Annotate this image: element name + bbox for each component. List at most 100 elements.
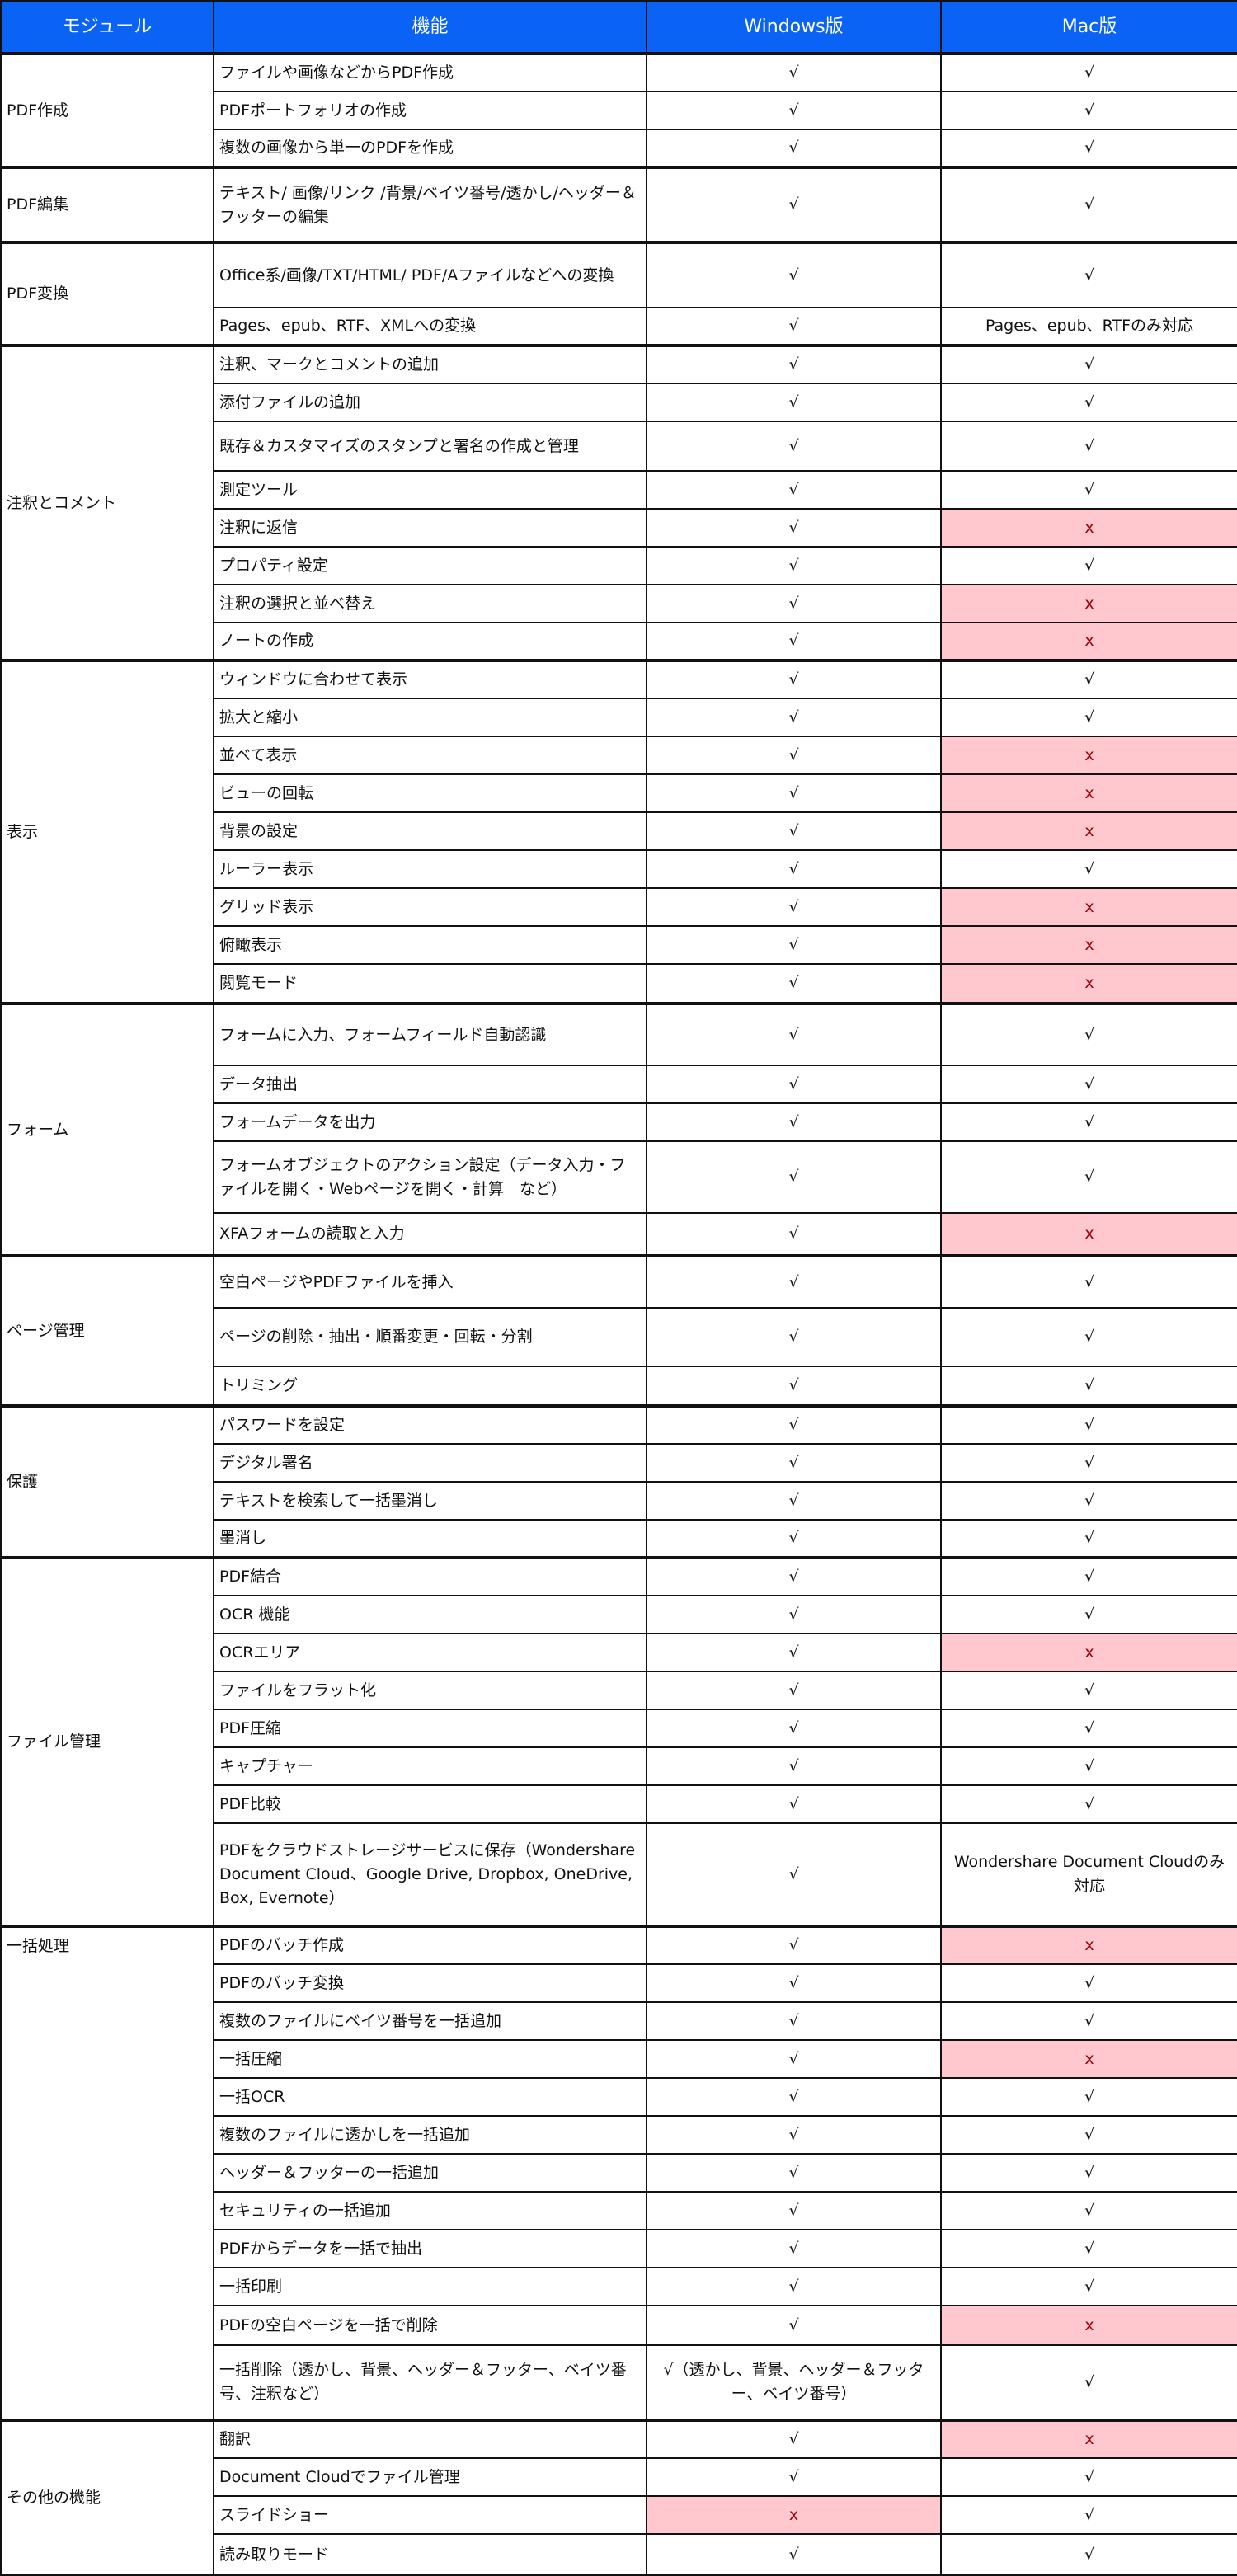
table-row: 複数の画像から単一のPDFを作成 √ √ xyxy=(1,129,1237,168)
mac-support-cell: √ xyxy=(940,2191,1237,2230)
table-row: 既存＆カスタマイズのスタンプと署名の作成と管理 √ √ xyxy=(1,421,1237,472)
table-row: ルーラー表示 √ √ xyxy=(1,849,1237,889)
feature-cell: トリミング xyxy=(213,1366,647,1407)
table-row: 並べて表示 √ x xyxy=(1,736,1237,775)
mac-support-cell: x xyxy=(940,887,1237,927)
header-feature: 機能 xyxy=(213,0,647,54)
table-row: 一括OCR √ √ xyxy=(1,2077,1237,2117)
table-row: ヘッダー＆フッターの一括追加 √ √ xyxy=(1,2153,1237,2193)
mac-support-cell: √ xyxy=(940,383,1237,422)
windows-support-cell: √ xyxy=(646,2153,942,2193)
mac-support-cell: √ xyxy=(940,2344,1237,2421)
mac-support-cell: √ xyxy=(940,1963,1237,2003)
table-row: PDFのバッチ変換 √ √ xyxy=(1,1963,1237,2003)
feature-cell: セキュリティの一括追加 xyxy=(213,2191,647,2230)
table-row: 添付ファイルの追加 √ √ xyxy=(1,383,1237,422)
mac-support-cell: √ xyxy=(940,2533,1237,2576)
windows-support-cell: √ xyxy=(646,2305,942,2346)
windows-support-cell: √ xyxy=(646,470,942,510)
windows-support-cell: √ xyxy=(646,660,942,699)
windows-support-cell: √ xyxy=(646,1557,942,1596)
feature-cell: 一括削除（透かし、背景、ヘッダー＆フッター、ベイツ番号、注釈など） xyxy=(213,2344,647,2421)
mac-support-cell: √ xyxy=(940,660,1237,699)
windows-support-cell: √ xyxy=(646,2039,942,2079)
mac-support-cell: √ xyxy=(940,1481,1237,1521)
mac-support-cell: √ xyxy=(940,1709,1237,1748)
table-row: XFAフォームの読取と入力 √ x xyxy=(1,1212,1237,1257)
mac-support-cell: √ xyxy=(940,2115,1237,2155)
mac-support-cell: x xyxy=(940,622,1237,661)
feature-cell: Office系/画像/TXT/HTML/ PDF/Aファイルなどへの変換 xyxy=(213,242,647,308)
feature-cell: ファイルをフラット化 xyxy=(213,1671,647,1710)
windows-support-cell: √ xyxy=(646,242,942,308)
table-row: 注釈とコメント 注釈、マークとコメントの追加 √ √ xyxy=(0,345,1237,661)
windows-support-cell: √ xyxy=(646,1443,942,1483)
feature-cell: 翻訳 xyxy=(213,2419,647,2459)
mac-support-cell: √ xyxy=(940,1003,1237,1066)
windows-support-cell: √ xyxy=(646,1633,942,1672)
mac-support-cell: √ xyxy=(940,2457,1237,2497)
mac-support-cell: x xyxy=(940,1925,1237,1965)
feature-cell: Document Cloudでファイル管理 xyxy=(213,2457,647,2497)
windows-support-cell: √ xyxy=(646,1405,942,1445)
windows-support-cell: √ xyxy=(646,383,942,422)
windows-support-cell: √ xyxy=(646,1784,942,1824)
feature-cell: 注釈に返信 xyxy=(213,508,647,548)
mac-support-cell: √ xyxy=(940,546,1237,585)
table-row: 複数のファイルに透かしを一括追加 √ √ xyxy=(1,2115,1237,2155)
feature-cell: 拡大と縮小 xyxy=(213,698,647,737)
windows-support-cell: √ xyxy=(646,2533,942,2576)
mac-support-cell: √ xyxy=(940,2495,1237,2535)
table-row: PDF比較 √ √ xyxy=(1,1784,1237,1824)
mac-support-cell: √ xyxy=(940,2153,1237,2193)
table-row: フォーム フォームに入力、フォームフィールド自動認識 √ √ xyxy=(0,1003,1237,1257)
windows-support-cell: √ xyxy=(646,345,942,384)
windows-support-cell: √ xyxy=(646,167,942,243)
table-row: 一括圧縮 √ x xyxy=(1,2039,1237,2079)
mac-support-cell: √ xyxy=(940,421,1237,472)
feature-cell: データ抽出 xyxy=(213,1065,647,1104)
mac-support-cell: √ xyxy=(940,470,1237,510)
mac-support-cell: √ xyxy=(940,1307,1237,1367)
table-row: PDF圧縮 √ √ xyxy=(1,1709,1237,1748)
feature-cell: 既存＆カスタマイズのスタンプと署名の作成と管理 xyxy=(213,421,647,472)
feature-cell: フォームオブジェクトのアクション設定（データ入力・ファイルを開く・Webページを… xyxy=(213,1140,647,1214)
windows-support-cell: √ xyxy=(646,1481,942,1521)
windows-support-cell: √ xyxy=(646,698,942,737)
table-row: グリッド表示 √ x xyxy=(1,887,1237,927)
feature-cell: 複数の画像から単一のPDFを作成 xyxy=(213,129,647,168)
mac-support-cell: √ xyxy=(940,1405,1237,1445)
feature-cell: テキスト/ 画像/リンク /背景/ベイツ番号/透かし/ヘッダー＆フッターの編集 xyxy=(213,167,647,243)
module-cell: 表示 xyxy=(0,660,214,1004)
windows-support-cell: √ xyxy=(646,1671,942,1710)
module-cell: PDF編集 xyxy=(0,167,214,243)
feature-cell: 背景の設定 xyxy=(213,811,647,851)
feature-cell: キャプチャー xyxy=(213,1746,647,1786)
module-cell: 注釈とコメント xyxy=(0,345,214,661)
table-row: 測定ツール √ √ xyxy=(1,470,1237,510)
mac-support-cell: x xyxy=(940,508,1237,548)
windows-support-cell: √ xyxy=(646,91,942,130)
windows-support-cell: √ xyxy=(646,811,942,851)
feature-cell: ページの削除・抽出・順番変更・回転・分割 xyxy=(213,1307,647,1367)
table-row: PDFからデータを一括で抽出 √ √ xyxy=(1,2229,1237,2268)
windows-support-cell: √ xyxy=(646,2457,942,2497)
table-row: デジタル署名 √ √ xyxy=(1,1443,1237,1483)
feature-cell: パスワードを設定 xyxy=(213,1405,647,1445)
table-row: テキストを検索して一括墨消し √ √ xyxy=(1,1481,1237,1521)
table-row: 複数のファイルにベイツ番号を一括追加 √ √ xyxy=(1,2001,1237,2041)
feature-cell: PDFの空白ページを一括で削除 xyxy=(213,2305,647,2346)
mac-support-cell: √ xyxy=(940,129,1237,168)
feature-cell: PDFからデータを一括で抽出 xyxy=(213,2229,647,2268)
mac-support-cell: √ xyxy=(940,1746,1237,1786)
mac-support-cell: x xyxy=(940,1633,1237,1672)
windows-support-cell: √ xyxy=(646,887,942,927)
mac-support-cell: x xyxy=(940,2419,1237,2459)
feature-cell: 注釈、マークとコメントの追加 xyxy=(213,345,647,384)
mac-support-cell: x xyxy=(940,811,1237,851)
mac-support-cell: √ xyxy=(940,1671,1237,1710)
windows-support-cell: √ xyxy=(646,2001,942,2041)
mac-support-cell: x xyxy=(940,2305,1237,2346)
table-row: ビューの回転 √ x xyxy=(1,773,1237,813)
windows-support-cell: √ xyxy=(646,2229,942,2268)
